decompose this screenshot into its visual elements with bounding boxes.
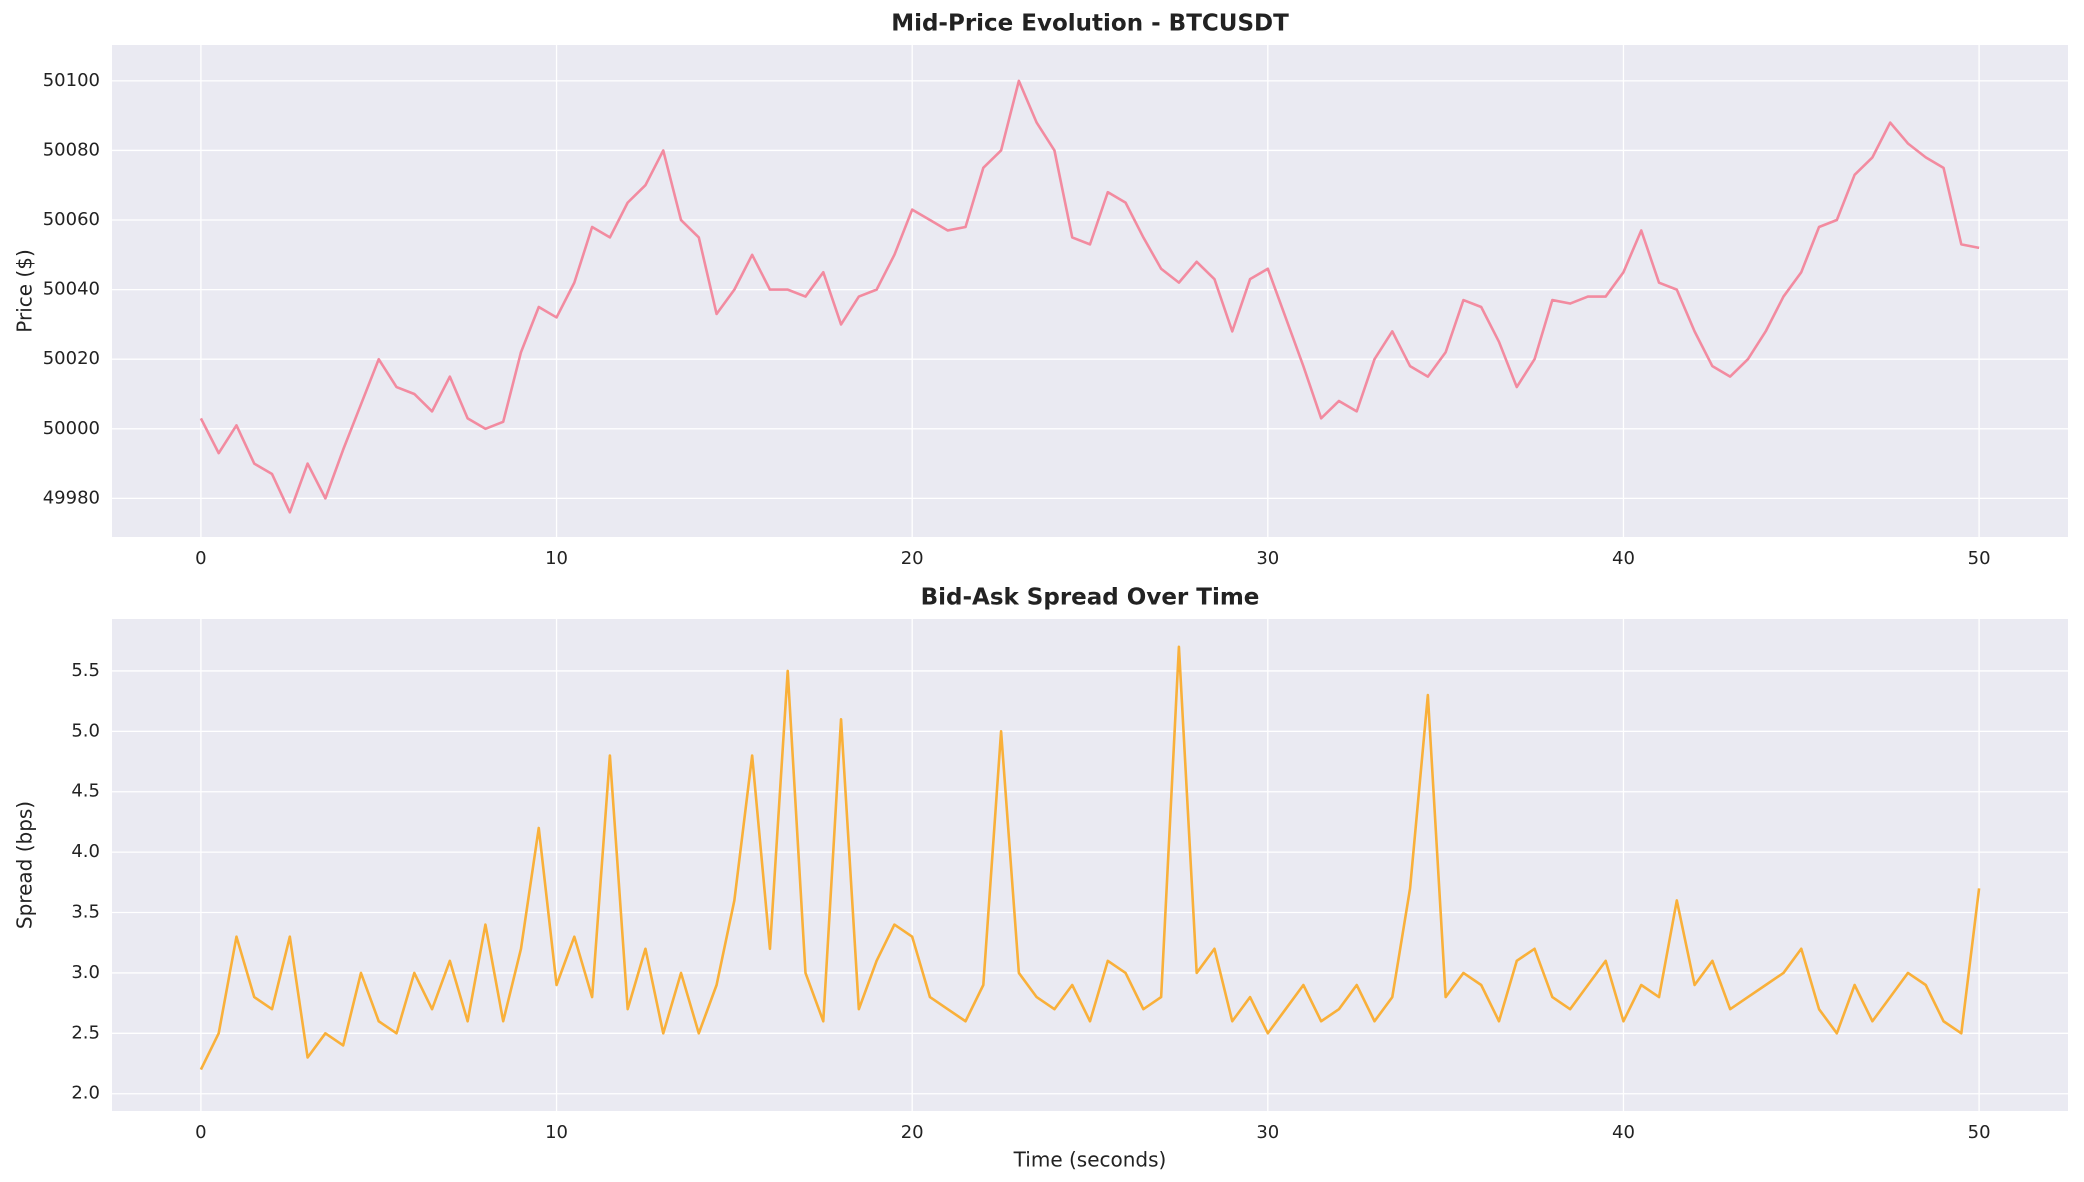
- plot-area: [112, 619, 2068, 1111]
- plot-area: [112, 45, 2068, 537]
- x-tick-label: 40: [1612, 1122, 1635, 1143]
- x-tick-label: 50: [1968, 548, 1991, 569]
- y-tick-label: 2.5: [71, 1022, 100, 1043]
- y-tick-label: 50020: [43, 348, 100, 369]
- x-tick-label: 40: [1612, 548, 1635, 569]
- x-tick-label: 50: [1968, 1122, 1991, 1143]
- price-line: [199, 645, 1981, 1071]
- y-tick-label: 3.0: [71, 962, 100, 983]
- chart-title: Mid-Price Evolution - BTCUSDT: [891, 11, 1289, 37]
- y-tick-label: 50100: [43, 70, 100, 91]
- x-tick-label: 10: [545, 1122, 568, 1143]
- y-tick-label: 50040: [43, 279, 100, 300]
- x-axis-label: Time (seconds): [1013, 1148, 1167, 1172]
- y-axis-label: Price ($): [13, 249, 37, 332]
- x-tick-label: 10: [545, 548, 568, 569]
- x-tick-label: 30: [1256, 548, 1279, 569]
- x-tick-label: 0: [195, 548, 206, 569]
- x-tick-label: 20: [901, 1122, 924, 1143]
- y-tick-label: 4.0: [71, 841, 100, 862]
- y-tick-label: 2.0: [71, 1083, 100, 1104]
- y-tick-label: 5.0: [71, 720, 100, 741]
- y-axis-label: Spread (bps): [13, 801, 37, 929]
- y-tick-label: 50080: [43, 139, 100, 160]
- price-line: [199, 79, 1980, 514]
- y-tick-label: 4.5: [71, 781, 100, 802]
- x-tick-label: 20: [901, 548, 924, 569]
- y-tick-label: 49980: [43, 487, 100, 508]
- x-tick-label: 0: [195, 1122, 206, 1143]
- y-tick-label: 5.5: [71, 660, 100, 681]
- y-tick-label: 50000: [43, 418, 100, 439]
- x-tick-label: 30: [1256, 1122, 1279, 1143]
- y-tick-label: 3.5: [71, 902, 100, 923]
- chart-title: Bid-Ask Spread Over Time: [921, 585, 1260, 611]
- y-tick-label: 50060: [43, 209, 100, 230]
